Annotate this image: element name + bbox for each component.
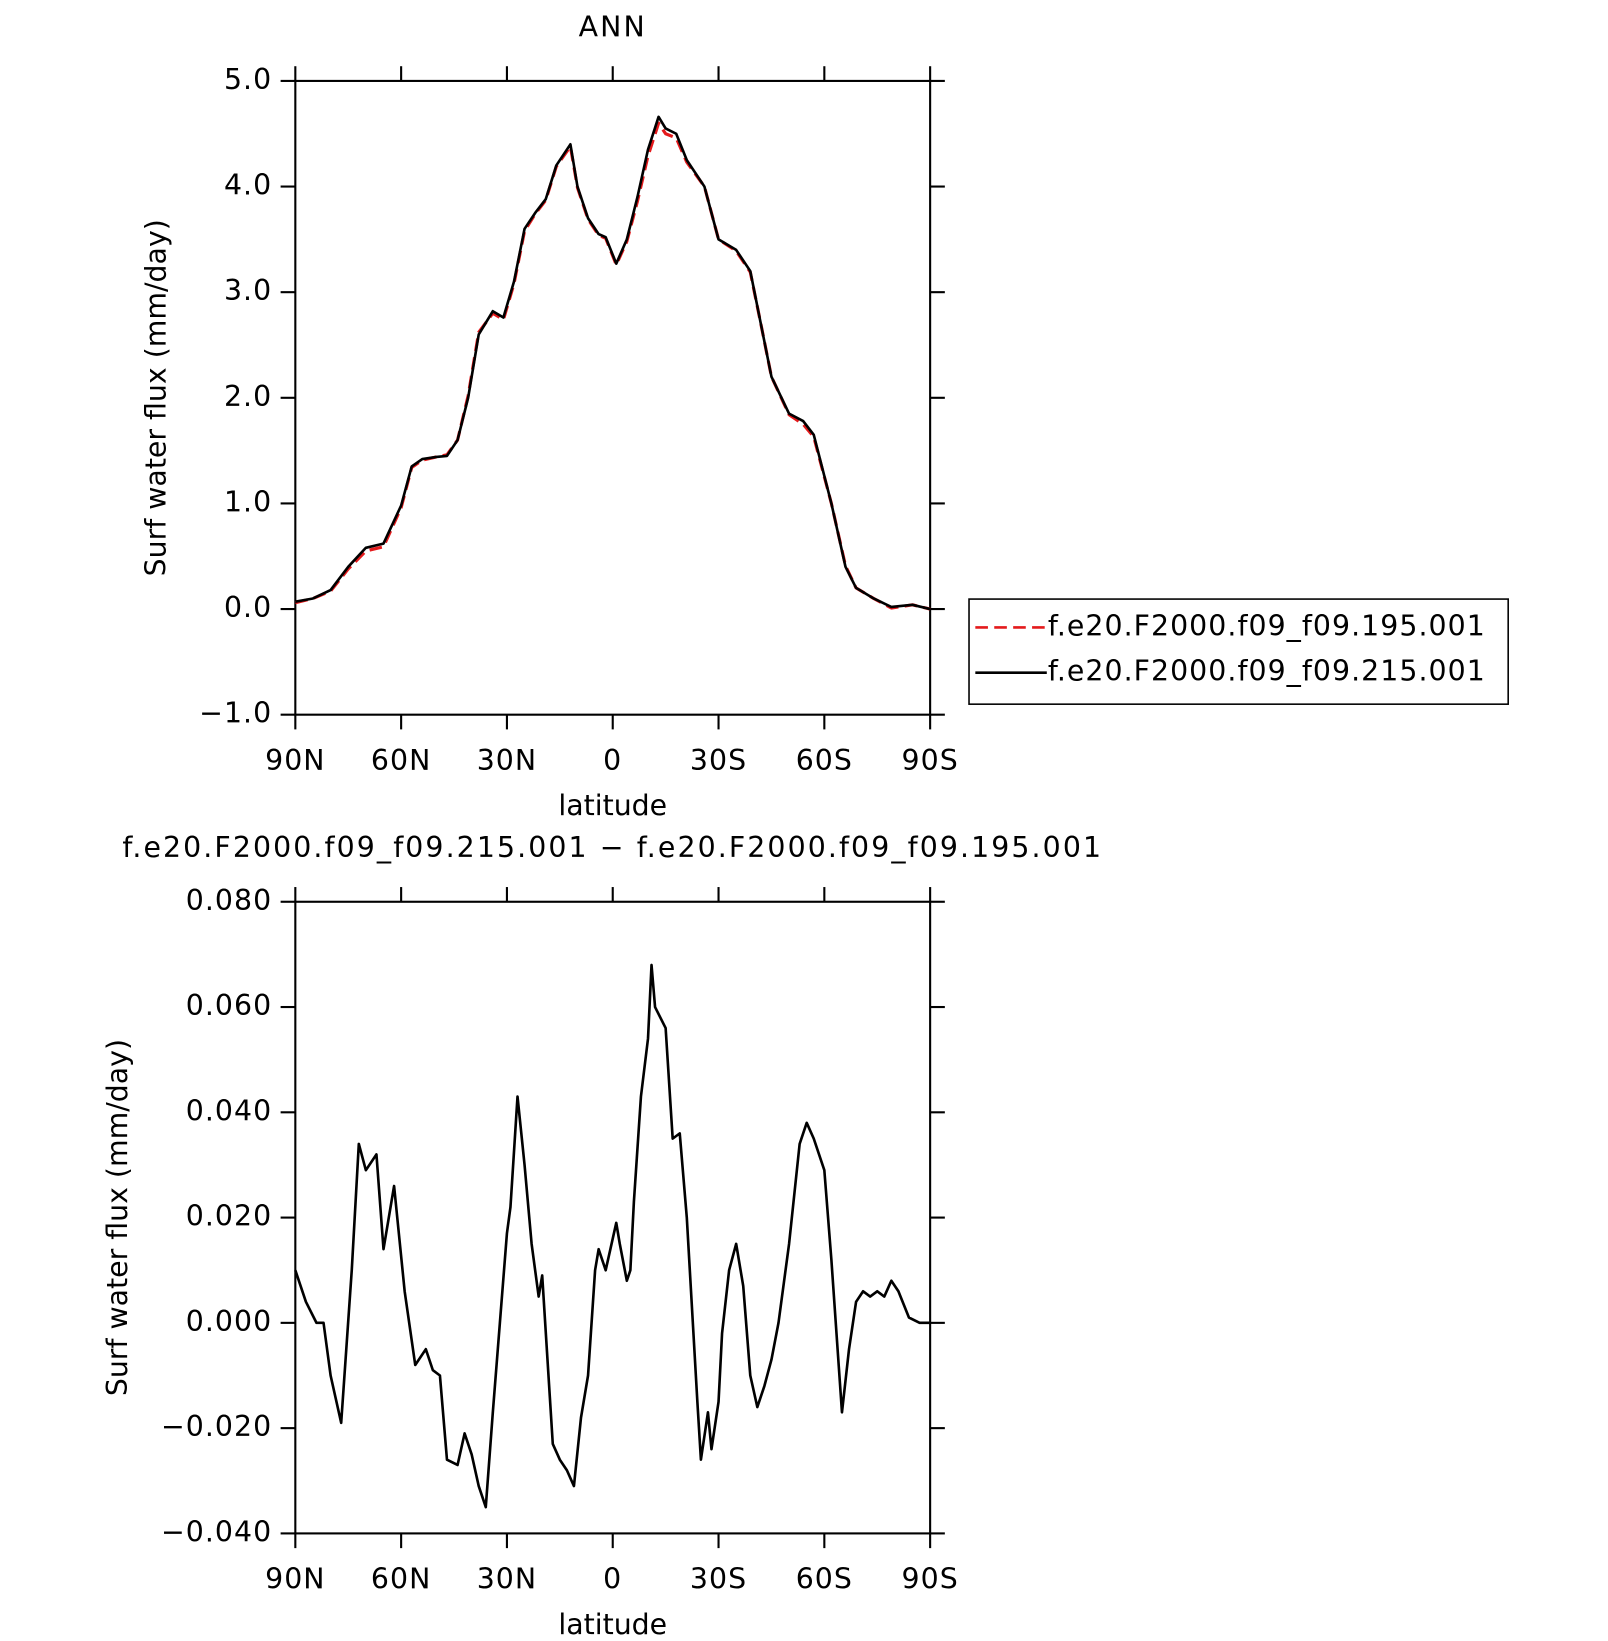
y-axis-label: Surf water flux (mm/day)	[101, 1039, 134, 1396]
legend-box	[968, 598, 1509, 705]
y-tick-label: 3.0	[224, 274, 272, 307]
x-tick-label: 90N	[265, 744, 325, 777]
y-tick-label: 0.000	[186, 1305, 272, 1338]
x-tick-label: 30S	[690, 744, 747, 777]
y-tick-label: 0.040	[186, 1094, 272, 1127]
x-tick-label: 60N	[371, 744, 431, 777]
y-tick-label: 4.0	[224, 169, 272, 202]
x-tick-label: 60S	[796, 1563, 853, 1596]
y-tick-label: 0.0	[224, 591, 272, 624]
y-tick-label: 0.020	[186, 1200, 272, 1233]
y-tick-label: 0.080	[186, 884, 272, 917]
x-tick-label: 90S	[902, 744, 959, 777]
x-tick-label: 60S	[796, 744, 853, 777]
chart-title: f.e20.F2000.f09_f09.215.001 − f.e20.F200…	[122, 831, 1103, 864]
y-tick-label: −0.020	[161, 1410, 272, 1443]
x-tick-label: 90N	[265, 1563, 325, 1596]
figure-body: ANN latitude Surf water flux (mm/day) −1.0 0…	[101, 10, 1509, 1641]
plot-frame	[294, 79, 932, 716]
x-tick-label: 0	[603, 744, 622, 777]
legend-label: f.e20.F2000.f09_f09.195.001	[1048, 609, 1486, 642]
y-tick-label: −1.0	[199, 697, 272, 730]
series-line	[294, 963, 931, 1509]
y-tick-label: 5.0	[224, 63, 272, 96]
x-axis-label: latitude	[558, 1608, 667, 1641]
x-axis-label: latitude	[558, 789, 667, 822]
x-tick-label: 30S	[690, 1563, 747, 1596]
y-tick-label: 1.0	[224, 485, 272, 518]
x-tick-label: 0	[603, 1563, 622, 1596]
plot-frame	[294, 900, 932, 1535]
series-line	[294, 121, 931, 611]
y-tick-label: 2.0	[224, 380, 272, 413]
x-tick-label: 90S	[902, 1563, 959, 1596]
y-tick-label: 0.060	[186, 989, 272, 1022]
legend-label: f.e20.F2000.f09_f09.215.001	[1048, 655, 1486, 688]
series-line	[295, 115, 931, 611]
x-tick-label: 60N	[371, 1563, 431, 1596]
x-tick-label: 30N	[477, 744, 537, 777]
y-axis-label: Surf water flux (mm/day)	[140, 219, 173, 576]
chart-title: ANN	[579, 10, 647, 43]
y-tick-label: −0.040	[161, 1515, 272, 1548]
x-tick-label: 30N	[477, 1563, 537, 1596]
